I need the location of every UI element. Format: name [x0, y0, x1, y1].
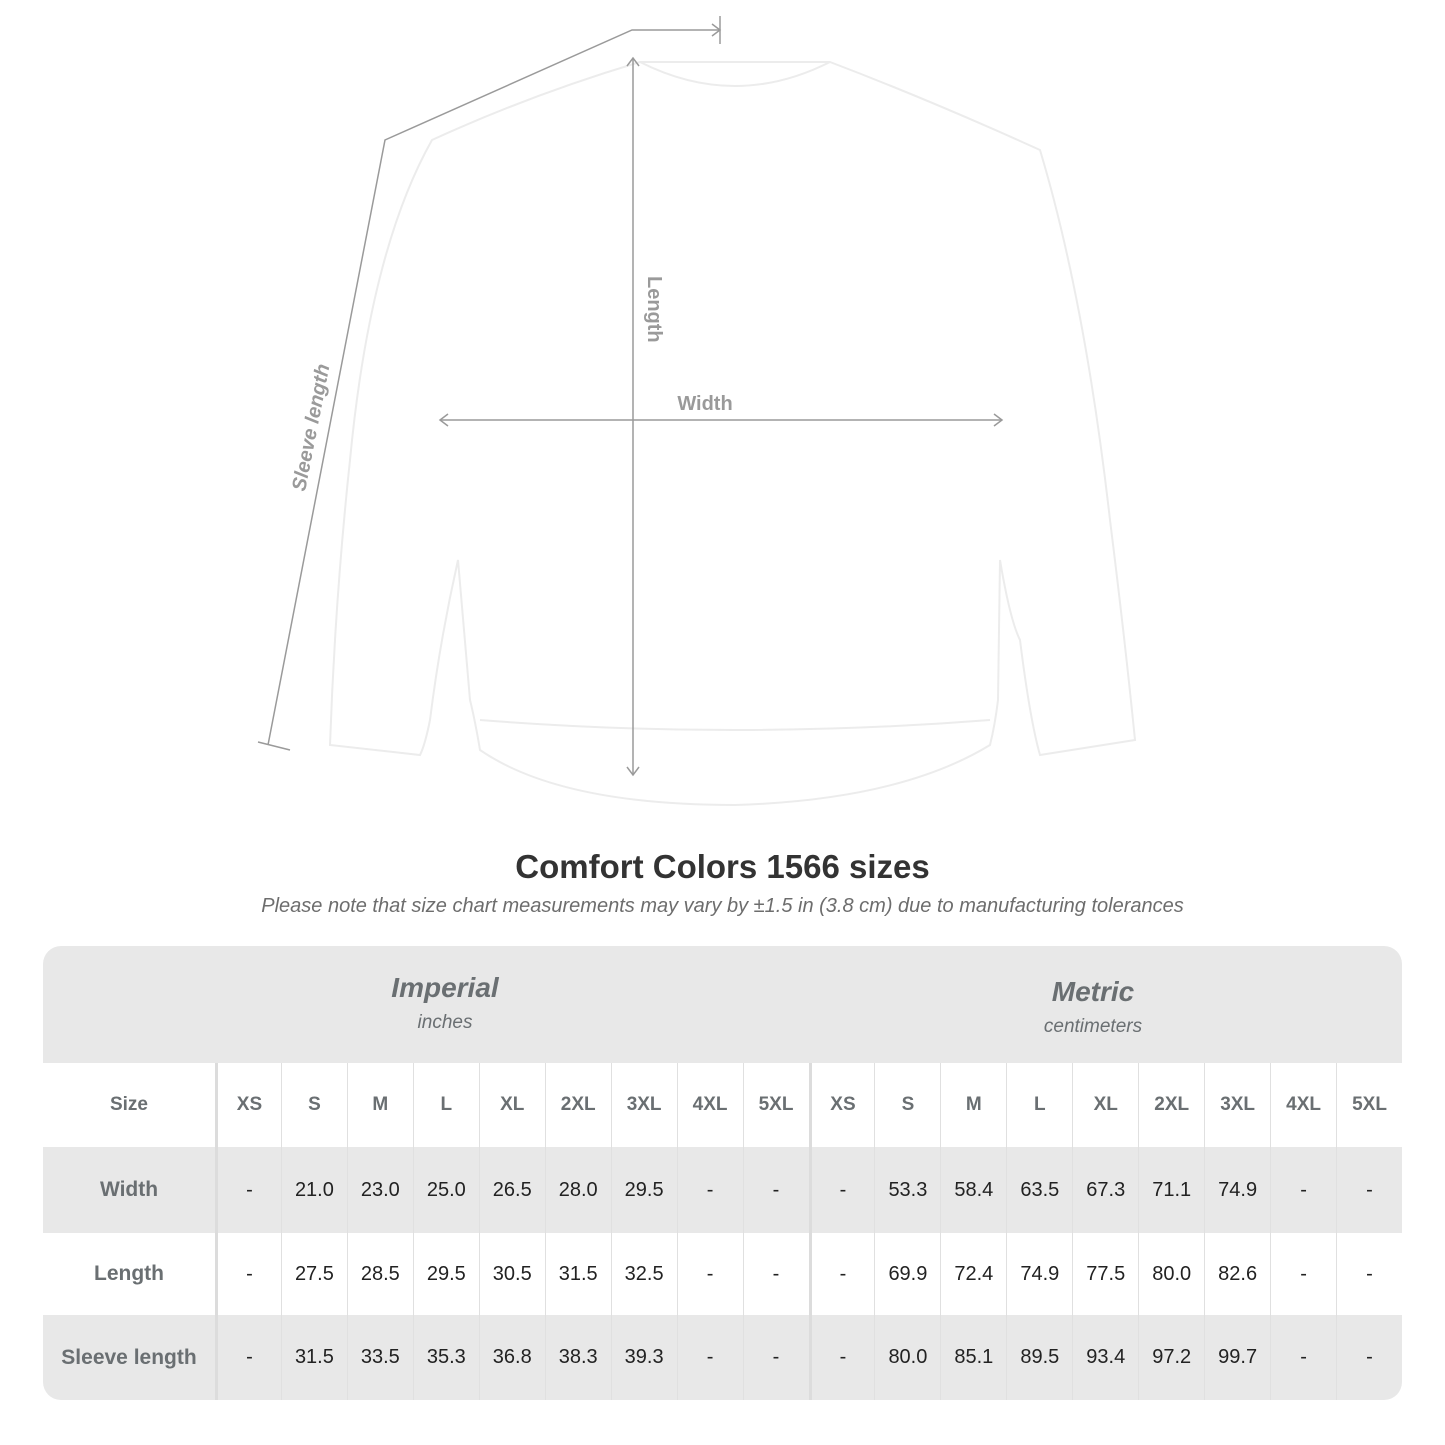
size-column-header: XL [1072, 1063, 1138, 1147]
table-cell: 97.2 [1138, 1315, 1204, 1400]
size-column-header: 2XL [1138, 1063, 1204, 1147]
table-cell: 89.5 [1006, 1315, 1072, 1400]
table-cell: 29.5 [610, 1147, 677, 1233]
tolerance-note: Please note that size chart measurements… [261, 895, 1184, 917]
width-label: Width [677, 393, 732, 415]
sleeve-arrow [267, 29, 720, 746]
table-cell: - [1336, 1147, 1402, 1233]
table-cell: 99.7 [1204, 1315, 1270, 1400]
table-cell: - [742, 1315, 809, 1400]
size-column-header: 4XL [676, 1063, 743, 1147]
sweatshirt-image [328, 61, 1137, 807]
table-cell: 80.0 [874, 1315, 940, 1400]
size-column-header: M [346, 1063, 413, 1147]
table-cell: 25.0 [412, 1147, 479, 1233]
table-cell: 58.4 [940, 1147, 1006, 1233]
table-cell: 30.5 [478, 1233, 545, 1315]
table-cell: 38.3 [544, 1315, 611, 1400]
imperial-title: Imperial [391, 972, 499, 1003]
table-cell: 39.3 [610, 1315, 677, 1400]
size-column-header: 5XL [1336, 1063, 1402, 1147]
size-header-row: Size XS S M L XL 2XL 3XL 4XL 5XL XS S M L XL 2XL 3XL 4XL 5… [43, 1063, 1402, 1147]
table-cell: 67.3 [1072, 1147, 1138, 1233]
table-cell: 26.5 [478, 1147, 545, 1233]
table-cell: - [1336, 1315, 1402, 1400]
size-column-header: 3XL [1204, 1063, 1270, 1147]
imperial-header: Imperial inches [215, 972, 675, 1034]
table-cell: 36.8 [478, 1315, 545, 1400]
table-cell: 33.5 [346, 1315, 413, 1400]
table-cell: 35.3 [412, 1315, 479, 1400]
units-header [43, 946, 1402, 1063]
row-label: Size [109, 1094, 149, 1115]
table-cell: - [808, 1233, 875, 1315]
table-cell: 72.4 [940, 1233, 1006, 1315]
sleeve-label: Sleeve length [288, 362, 334, 493]
size-column-header: L [412, 1063, 479, 1147]
table-cell: 31.5 [280, 1315, 347, 1400]
table-cell: 74.9 [1204, 1147, 1270, 1233]
table-cell: 28.5 [346, 1233, 413, 1315]
metric-title: Metric [1051, 976, 1135, 1007]
table-cell: - [1270, 1147, 1336, 1233]
table-cell: 63.5 [1006, 1147, 1072, 1233]
table-row: Sleeve length -31.5 33.5 35.3 36.8 38.3 39.3- -… [43, 1315, 1402, 1400]
table-cell: - [676, 1147, 743, 1233]
table-cell: 21.0 [280, 1147, 347, 1233]
table-cell: - [742, 1147, 809, 1233]
table-cell: 74.9 [1006, 1233, 1072, 1315]
table-cell: - [808, 1147, 875, 1233]
table-cell: - [742, 1233, 809, 1315]
table-cell: 23.0 [346, 1147, 413, 1233]
table-cell: - [215, 1147, 281, 1233]
table-cell: 27.5 [280, 1233, 347, 1315]
size-column-header: XS [808, 1063, 875, 1147]
table-cell: 80.0 [1138, 1233, 1204, 1315]
size-column-header: 5XL [742, 1063, 809, 1147]
table-row: Length -27.5 28.5 29.5 30.5 31.5 32.5- - -69.9 72… [43, 1233, 1402, 1315]
metric-unit: centimeters [1043, 1016, 1143, 1037]
size-column-header: 3XL [610, 1063, 677, 1147]
table-cell: 69.9 [874, 1233, 940, 1315]
table-cell: 71.1 [1138, 1147, 1204, 1233]
table-cell: 93.4 [1072, 1315, 1138, 1400]
table-cell: 29.5 [412, 1233, 479, 1315]
table-cell: 53.3 [874, 1147, 940, 1233]
metric-header: Metric centimeters [863, 976, 1323, 1038]
table-cell: - [1336, 1233, 1402, 1315]
table-cell: 77.5 [1072, 1233, 1138, 1315]
table-row: Width -21.0 23.0 25.0 26.5 28.0 29.5- - -53.3 58.… [43, 1147, 1402, 1233]
table-cell: - [676, 1315, 743, 1400]
size-column-header: S [874, 1063, 940, 1147]
size-column-header: XS [215, 1063, 281, 1147]
row-label: Width [99, 1178, 159, 1201]
size-column-header: S [280, 1063, 347, 1147]
sweatshirt-diagram: Length Width Sleeve length [257, 16, 1137, 807]
length-label: Length [643, 276, 665, 343]
size-column-header: M [940, 1063, 1006, 1147]
page-title: Comfort Colors 1566 sizes [515, 848, 930, 885]
size-column-header: XL [478, 1063, 545, 1147]
row-label: Length [94, 1262, 164, 1285]
size-column-header: 2XL [544, 1063, 611, 1147]
size-column-header: L [1006, 1063, 1072, 1147]
table-cell: - [808, 1315, 875, 1400]
table-cell: - [1270, 1315, 1336, 1400]
size-table: Imperial inches Metric centimeters Size X… [43, 946, 1402, 1400]
table-cell: - [215, 1315, 281, 1400]
table-cell: 85.1 [940, 1315, 1006, 1400]
table-cell: - [1270, 1233, 1336, 1315]
imperial-unit: inches [417, 1012, 473, 1033]
row-label: Sleeve length [61, 1345, 197, 1369]
table-cell: - [215, 1233, 281, 1315]
table-cell: - [676, 1233, 743, 1315]
table-cell: 28.0 [544, 1147, 611, 1233]
table-cell: 31.5 [544, 1233, 611, 1315]
table-cell: 32.5 [610, 1233, 677, 1315]
size-column-header: 4XL [1270, 1063, 1336, 1147]
table-cell: 82.6 [1204, 1233, 1270, 1315]
